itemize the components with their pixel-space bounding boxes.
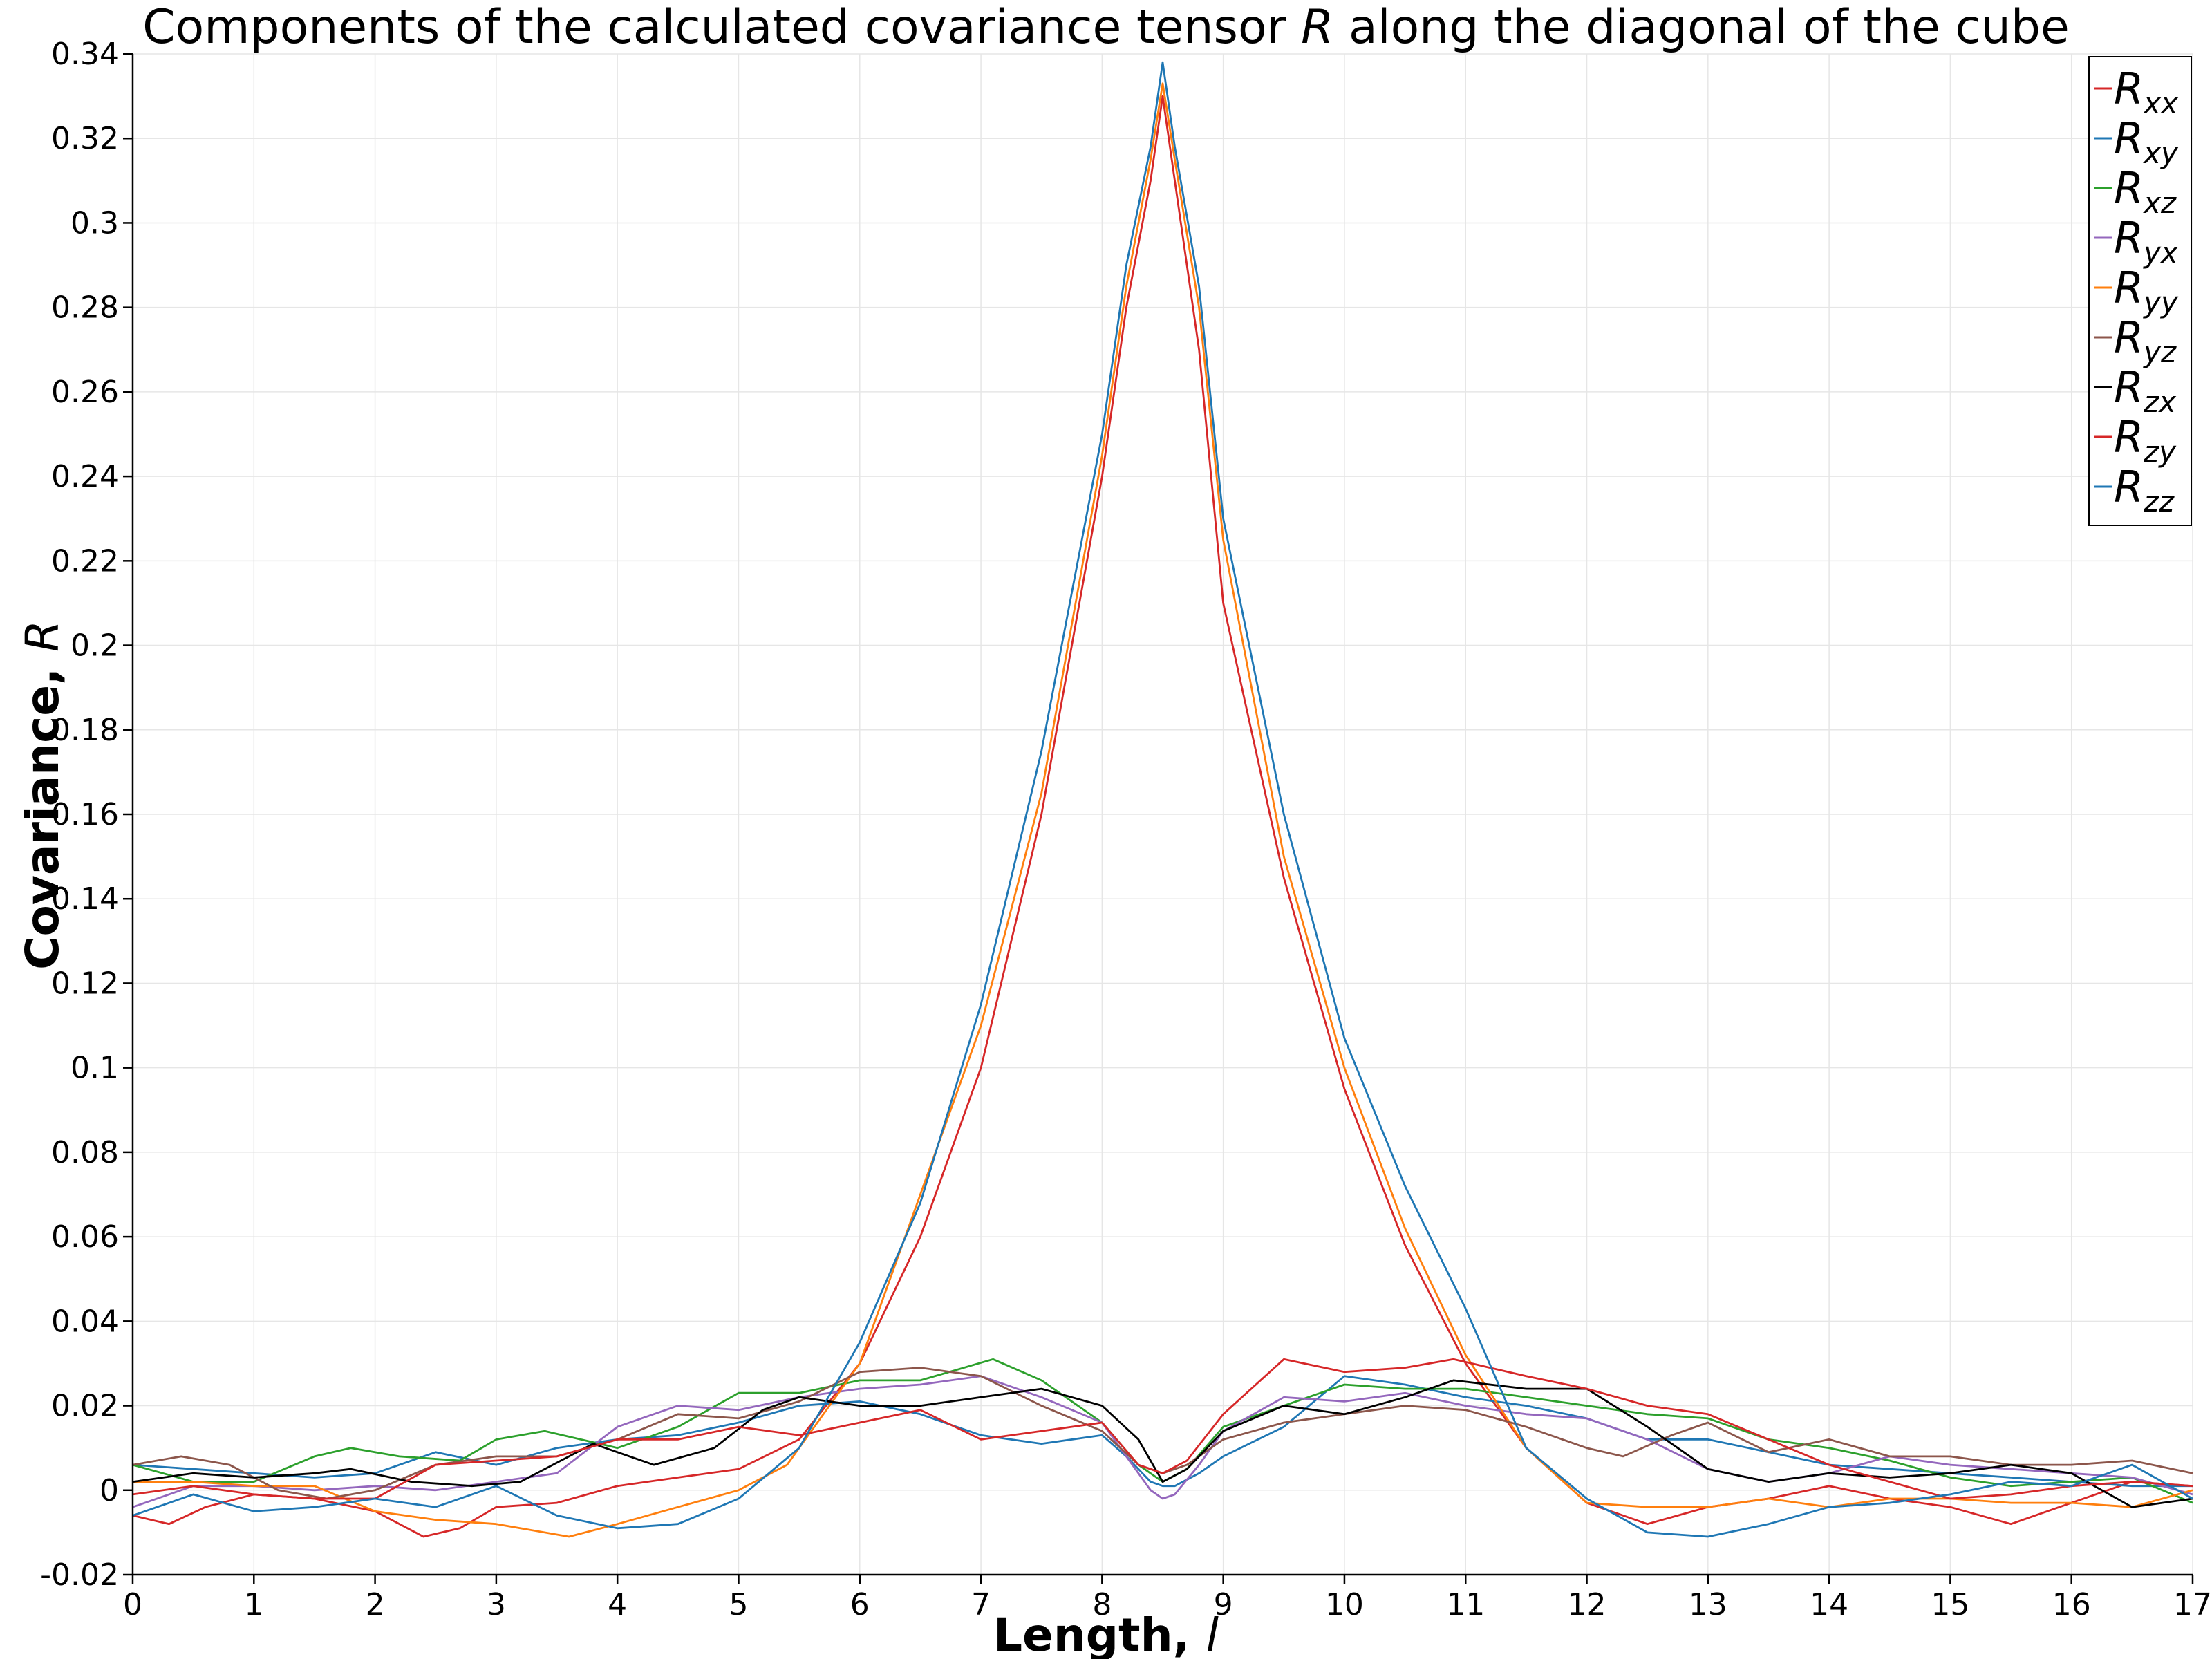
series-line-xz <box>132 1358 2193 1504</box>
y-tick-label-2: 0.02 <box>51 1389 119 1424</box>
legend-entry-subscript: xy <box>2142 136 2179 170</box>
series-line-zz <box>132 61 2193 1538</box>
legend-entry-symbol: R <box>2114 412 2144 462</box>
x-tick-label-17: 17 <box>2173 1587 2212 1622</box>
legend-box <box>2088 56 2192 526</box>
y-tick-label-13: 0.24 <box>51 459 119 494</box>
legend-entry-zy: Rzy <box>2114 412 2177 469</box>
legend-entry-xx: Rxx <box>2114 64 2179 120</box>
x-tick-label-5: 5 <box>729 1587 748 1622</box>
series-line-yy <box>133 82 2193 1538</box>
series-line-yz <box>132 1367 2193 1500</box>
series-lines <box>132 61 2193 1538</box>
legend-entry-yy: Ryy <box>2114 263 2179 319</box>
legend-entry-xz: Rxz <box>2114 163 2177 220</box>
y-tick-label-8: 0.14 <box>51 881 119 917</box>
x-tick-label-9: 9 <box>1214 1587 1233 1622</box>
y-tick-label-10: 0.18 <box>51 713 119 748</box>
legend-entry-symbol: R <box>2114 462 2144 512</box>
y-tick-label-14: 0.26 <box>51 375 119 410</box>
legend-entry-subscript: xx <box>2142 86 2179 120</box>
y-tick-label-18: 0.34 <box>51 37 119 72</box>
x-tick-label-15: 15 <box>1931 1587 1969 1622</box>
x-tick-label-11: 11 <box>1446 1587 1485 1622</box>
series-line-xy <box>132 1375 2193 1488</box>
legend-entry-subscript: zx <box>2143 385 2177 419</box>
x-tick-label-16: 16 <box>2052 1587 2091 1622</box>
y-axis-label-part-1: Covariance, <box>16 652 69 970</box>
legend-entry-symbol: R <box>2114 113 2144 164</box>
x-axis-label-part-2: l <box>1206 1609 1219 1659</box>
y-tick-label-17: 0.32 <box>51 121 119 156</box>
legend-entry-symbol: R <box>2114 163 2144 214</box>
y-tick-label-3: 0.04 <box>51 1304 119 1339</box>
y-tick-label-6: 0.1 <box>71 1051 119 1086</box>
x-axis-label-part-1: Length, <box>993 1609 1206 1659</box>
x-tick-label-1: 1 <box>244 1587 263 1622</box>
legend-entry-subscript: zy <box>2143 435 2177 469</box>
legend-entry-subscript: yy <box>2142 285 2179 319</box>
grid-lines <box>132 53 2193 1575</box>
legend-entry-zz: Rzz <box>2114 462 2175 518</box>
legend-entry-xy: Rxy <box>2114 113 2179 170</box>
y-tick-label-15: 0.28 <box>51 290 119 326</box>
y-tick-label-5: 0.08 <box>51 1135 119 1170</box>
y-tick-label-1: 0 <box>100 1473 119 1508</box>
y-axis-label-part-2: R <box>16 620 69 652</box>
series-line-zy <box>132 1358 2193 1500</box>
x-tick-label-12: 12 <box>1568 1587 1606 1622</box>
chart-title-part-2: R <box>1301 0 1333 55</box>
legend-entry-subscript: yz <box>2142 335 2177 369</box>
legend-entry-symbol: R <box>2114 263 2144 313</box>
x-tick-label-3: 3 <box>487 1587 506 1622</box>
x-tick-label-4: 4 <box>608 1587 627 1622</box>
y-tick-label-9: 0.16 <box>51 797 119 832</box>
legend-entry-zx: Rzx <box>2114 362 2177 419</box>
legend-entry-yz: Ryz <box>2114 312 2177 369</box>
chart-title-part-1: Components of the calculated covariance … <box>142 0 1301 55</box>
y-tick-label-11: 0.2 <box>71 628 119 664</box>
x-tick-label-14: 14 <box>1810 1587 1848 1622</box>
x-axis-ticks: 0 1 2 3 4 5 6 7 8 9 10 11 12 13 14 15 16 17 <box>123 1575 2212 1622</box>
x-tick-label-6: 6 <box>850 1587 870 1622</box>
x-axis-label: Length, l <box>993 1609 1219 1659</box>
x-tick-label-7: 7 <box>971 1587 991 1622</box>
x-tick-label-10: 10 <box>1325 1587 1364 1622</box>
series-line-yx <box>132 1375 2193 1508</box>
x-tick-label-13: 13 <box>1689 1587 1727 1622</box>
y-axis-ticks: -0.02 0 0.02 0.04 0.06 0.08 0.1 0.12 0.14 0.16 0.1… <box>40 37 133 1593</box>
series-line-zx <box>132 1379 2193 1508</box>
y-tick-label-12: 0.22 <box>51 543 119 579</box>
y-tick-label-0: -0.02 <box>40 1557 119 1593</box>
y-tick-label-16: 0.3 <box>71 205 119 241</box>
x-tick-label-0: 0 <box>123 1587 142 1622</box>
x-tick-label-2: 2 <box>366 1587 385 1622</box>
legend-entry-subscript: zz <box>2143 485 2175 518</box>
y-tick-label-7: 0.12 <box>51 966 119 1001</box>
legend-entry-symbol: R <box>2114 312 2144 363</box>
chart-title-part-3: along the diagonal of the cube <box>1333 0 2070 55</box>
legend-entry-symbol: R <box>2114 362 2144 413</box>
y-axis-label: Covariance, R <box>16 620 69 970</box>
chart-title: Components of the calculated covariance … <box>142 0 2070 55</box>
legend-entry-subscript: xz <box>2142 186 2177 220</box>
x-tick-label-8: 8 <box>1092 1587 1112 1622</box>
series-line-xx <box>132 95 2193 1538</box>
y-tick-label-4: 0.06 <box>51 1219 119 1255</box>
legend-entry-yx: Ryx <box>2114 213 2179 270</box>
legend-entry-symbol: R <box>2114 64 2144 114</box>
legend-entry-symbol: R <box>2114 213 2144 263</box>
legend-entry-subscript: yx <box>2142 236 2179 270</box>
